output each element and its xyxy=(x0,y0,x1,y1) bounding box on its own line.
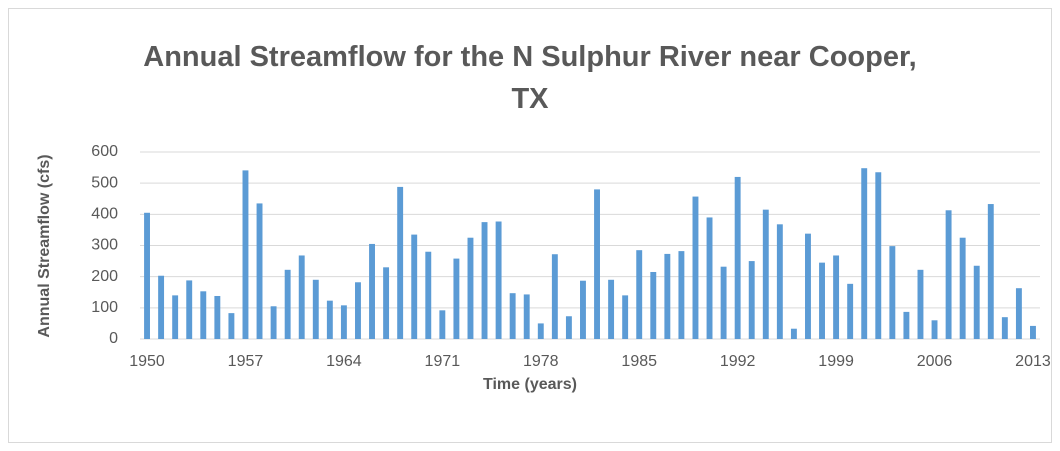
bar xyxy=(678,251,685,339)
bar xyxy=(411,234,418,339)
y-tick-label: 300 xyxy=(91,237,118,254)
bar xyxy=(720,266,727,339)
bar xyxy=(889,246,896,339)
bar xyxy=(312,279,319,339)
chart-title: Annual Streamflow for the N Sulphur Rive… xyxy=(143,41,917,115)
bar xyxy=(650,271,657,339)
bar xyxy=(369,243,375,339)
y-tick-label: 200 xyxy=(91,268,118,285)
bar xyxy=(495,221,502,339)
bar xyxy=(847,283,854,339)
bar xyxy=(1001,317,1008,339)
bar xyxy=(931,320,938,339)
bar xyxy=(973,265,980,339)
bar xyxy=(326,300,333,339)
bar xyxy=(481,222,488,339)
x-tick-label: 1971 xyxy=(425,353,461,370)
bar xyxy=(565,316,572,339)
bar xyxy=(819,262,825,339)
bar xyxy=(186,280,193,339)
bar xyxy=(453,258,460,339)
x-axis-title: Time (years) xyxy=(483,376,577,393)
bar xyxy=(748,261,755,339)
bar xyxy=(551,254,558,339)
x-tick-label: 1999 xyxy=(818,353,854,370)
bar xyxy=(903,311,910,339)
bar xyxy=(537,323,544,339)
bar xyxy=(214,295,221,339)
bar xyxy=(158,275,165,339)
bar xyxy=(706,217,713,339)
bar xyxy=(608,279,615,339)
bar xyxy=(284,269,291,339)
x-tick-label: 1964 xyxy=(326,353,362,370)
bar xyxy=(959,237,966,339)
bar xyxy=(776,224,783,339)
y-tick-label: 400 xyxy=(91,206,118,223)
y-tick-label: 600 xyxy=(91,143,118,160)
x-tick-label: 1992 xyxy=(720,353,756,370)
bar xyxy=(298,255,305,339)
bar xyxy=(1015,288,1022,339)
bar xyxy=(622,295,629,339)
y-tick-label: 100 xyxy=(91,299,118,316)
bar xyxy=(172,295,179,339)
y-axis-title: Annual Streamflow (cfs) xyxy=(36,154,53,337)
bar xyxy=(144,212,150,339)
bar xyxy=(987,204,994,339)
bar xyxy=(523,294,530,339)
y-tick-label: 500 xyxy=(91,174,118,191)
bar xyxy=(594,189,600,339)
bar xyxy=(734,176,741,339)
bar xyxy=(340,305,347,339)
bar xyxy=(805,233,811,339)
x-tick-label: 1985 xyxy=(621,353,657,370)
bar xyxy=(355,282,361,339)
bar xyxy=(861,168,868,339)
bar xyxy=(1030,325,1036,339)
bar xyxy=(762,209,769,339)
bar xyxy=(242,170,249,339)
bar xyxy=(467,237,474,339)
bar xyxy=(383,267,390,339)
bar xyxy=(256,203,263,339)
bar xyxy=(439,310,446,339)
bar xyxy=(397,186,404,339)
x-tick-label: 1978 xyxy=(523,353,559,370)
x-tick-label: 2006 xyxy=(917,353,953,370)
y-tick-label: 0 xyxy=(109,330,118,347)
bar xyxy=(692,196,699,339)
x-tick-label: 1950 xyxy=(129,353,165,370)
bar xyxy=(425,251,432,339)
x-tick-label: 1957 xyxy=(228,353,264,370)
bar xyxy=(580,280,586,339)
bar xyxy=(945,210,952,339)
bar xyxy=(509,293,516,339)
bar xyxy=(636,250,643,339)
bar xyxy=(200,291,207,339)
bar xyxy=(833,255,840,339)
bar xyxy=(917,269,924,339)
bar xyxy=(790,328,797,339)
bar xyxy=(664,253,671,339)
bar xyxy=(228,313,235,339)
bar xyxy=(270,306,277,339)
bar xyxy=(875,172,882,339)
x-tick-label: 2013 xyxy=(1015,353,1051,370)
